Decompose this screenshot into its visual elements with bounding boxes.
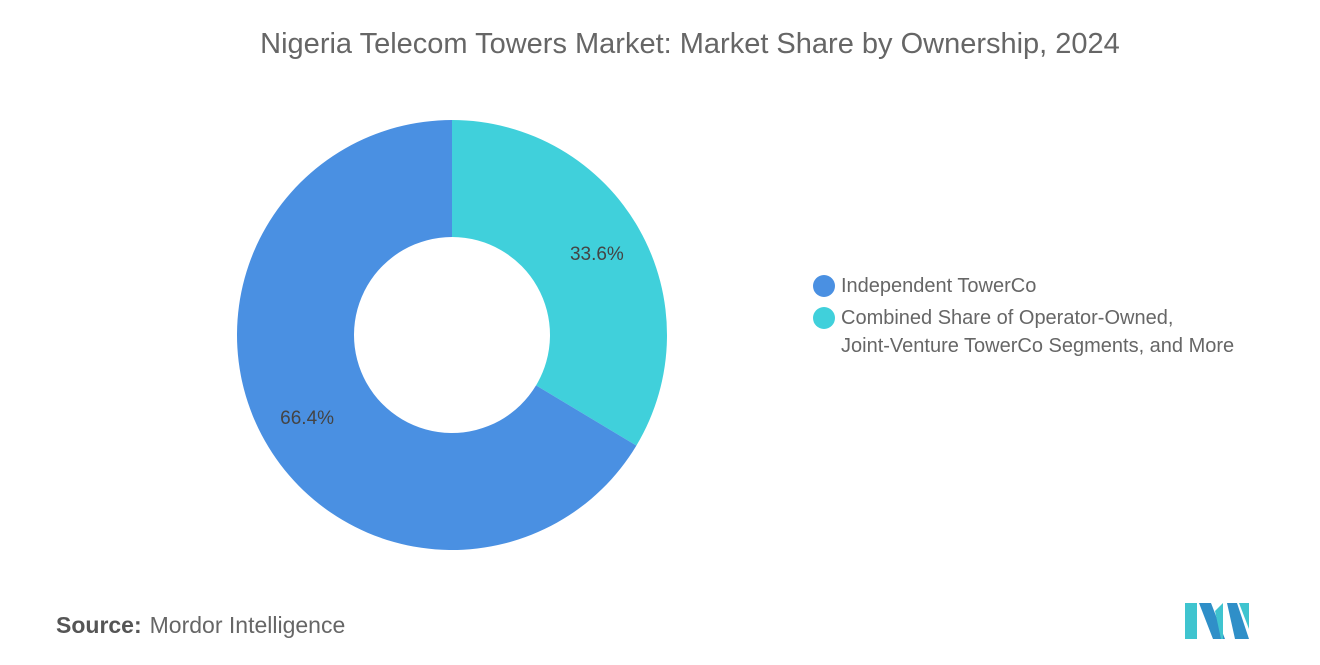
legend-marker [813, 307, 835, 329]
legend-label: Independent TowerCo [841, 275, 1037, 297]
mordor-logo [1185, 603, 1249, 639]
data-label: 33.6% [570, 244, 624, 265]
donut-slice[interactable] [236, 120, 637, 550]
source-value: Mordor Intelligence [149, 612, 346, 638]
legend-item-independent[interactable]: Independent TowerCo [813, 272, 1234, 300]
chart-title: Nigeria Telecom Towers Market: Market Sh… [260, 28, 1120, 60]
source-label: Source: [56, 612, 142, 638]
legend-marker [813, 275, 835, 297]
legend-label: Combined Share of Operator-Owned, Joint-… [841, 307, 1235, 357]
donut-slice[interactable] [452, 120, 667, 446]
data-label: 66.4% [280, 408, 334, 429]
legend-item-combined[interactable]: Combined Share of Operator-Owned, Joint-… [813, 304, 1234, 360]
source-note: Source: Mordor Intelligence [56, 612, 345, 639]
legend: Independent TowerCo Combined Share of Op… [813, 272, 1234, 364]
